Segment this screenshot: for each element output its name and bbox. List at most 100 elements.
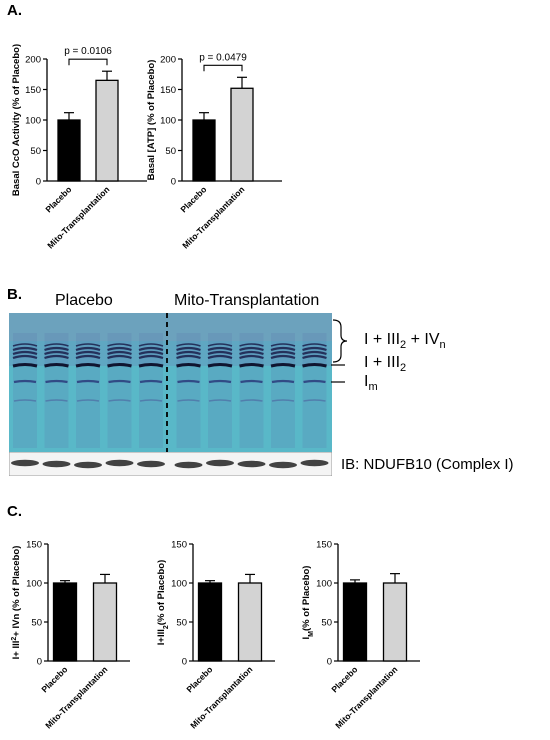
gel-band-supercomplex [12,346,38,352]
y-tick-label: 200 [160,55,176,66]
gel-band-lower [76,399,100,402]
chart-complex-im: IM(% of Placebo)050100150PlaceboMito-Tra… [301,540,420,731]
chart-complex-i-iii-iv: I+ III2+ IVn (% of Placebo) 0 50 100 150 Plac… [11,540,130,731]
band-annotations [331,319,348,383]
gel-band-lower [177,399,200,402]
gel-band-lower [139,399,163,402]
gel-band-lower [271,399,295,402]
gel-top-smear [9,313,332,341]
gel-band-supercomplex [12,350,38,356]
brace-top-band [332,319,348,363]
gel-band-i-iii2 [239,363,264,368]
panel-label-b: B. [7,286,22,303]
gel-band-supercomplex [207,350,233,356]
gel-band-supercomplex [239,343,264,347]
category-label-placebo: Placebo [329,664,359,694]
y-axis-title: I+ III2+ IVn (% of Placebo) [11,546,23,660]
gel-band-supercomplex [176,354,201,360]
y-tick-label: 50 [176,618,187,629]
category-label-placebo: Placebo [178,184,208,214]
gel-band-im [177,379,200,384]
gel-lane [44,333,69,448]
bar-mito-transplantation [95,79,119,182]
y-tick-label: 0 [327,657,332,668]
bar-mito-transplantation [230,87,254,182]
y-tick-label: 100 [26,579,42,590]
gel-band-supercomplex [176,350,201,356]
gel-band-supercomplex [207,343,233,347]
gel-lane [208,333,232,448]
y-tick-label: 0 [171,177,176,188]
blot-band [137,460,165,468]
gel-lane [13,333,37,448]
gel-band-im [76,379,100,384]
y-tick-label: 50 [31,618,42,629]
y-tick-label: 0 [182,657,187,668]
blot-band [11,459,39,467]
gel-band-supercomplex [138,350,164,356]
category-label-placebo: Placebo [43,184,73,214]
gel-band-supercomplex [270,354,296,360]
significance-bracket [203,64,243,72]
y-tick-label: 100 [171,579,187,590]
significance-bracket [68,58,108,66]
gel-band-supercomplex [239,354,264,360]
gel-group-label-mito: Mito-Transplantation [174,292,320,309]
gel-lane [176,333,201,448]
y-tick-label: 100 [160,116,176,127]
category-label-placebo: Placebo [39,664,69,694]
bar-placebo [197,582,223,662]
gel-lane [302,333,327,448]
gel-band-im [271,379,295,384]
gel-band-supercomplex [138,354,164,360]
gel-band-supercomplex [75,354,101,360]
gel-band-supercomplex [270,346,296,352]
gel-band-supercomplex [176,346,201,352]
p-value-label: p = 0.0106 [64,46,112,57]
gel-band-supercomplex [44,346,69,352]
blot-band [206,459,234,467]
blue-native-gel [9,313,332,453]
panel-label-c: C. [7,503,22,520]
y-tick-label: 200 [25,55,41,66]
gel-band-supercomplex [207,354,233,360]
gel-band-supercomplex [75,346,101,352]
gel-band-supercomplex [270,350,296,356]
gel-band-lower [45,399,68,402]
gel-band-supercomplex [239,350,264,356]
bar-placebo [342,582,368,662]
gel-band-i-iii2 [176,363,201,368]
band-label-top: I + III2 + IVn [364,331,446,352]
blot-band [105,459,134,467]
gel-band-supercomplex [44,354,69,360]
bar-mito-transplantation [92,582,118,662]
blot-band [174,461,203,469]
gel-band-supercomplex [75,350,101,356]
chart-basal-cco: Basal CcO Activity (% of Placebo) 0 50 100 1… [11,44,147,250]
gel-band-im [108,379,131,384]
bar-mito-transplantation [237,582,263,662]
gel-group-label-placebo: Placebo [55,292,113,309]
gel-band-supercomplex [239,346,264,352]
gel-band-supercomplex [107,354,132,360]
immunoblot-strip [9,452,332,476]
gel-band-i-iii2 [75,363,101,368]
blot-band [74,461,102,469]
gel-band-im [13,379,37,384]
gel-band-supercomplex [44,350,69,356]
gel-band-lower [108,399,131,402]
gel-band-supercomplex [75,343,101,347]
gel-band-supercomplex [302,343,327,347]
gel-band-im [139,379,163,384]
bar-placebo [52,582,78,662]
y-tick-label: 50 [30,146,41,157]
chart-complex-i-iii: I+III2(% of Placebo)050100150PlaceboMito… [156,540,275,731]
y-tick-label: 0 [37,657,42,668]
gel-band-supercomplex [12,354,38,360]
gel-band-i-iii2 [207,363,233,368]
gel-band-supercomplex [302,354,327,360]
blot-band [42,460,71,468]
gel-lane [239,333,264,448]
y-tick-label: 100 [316,579,332,590]
gel-band-i-iii2 [44,363,69,368]
